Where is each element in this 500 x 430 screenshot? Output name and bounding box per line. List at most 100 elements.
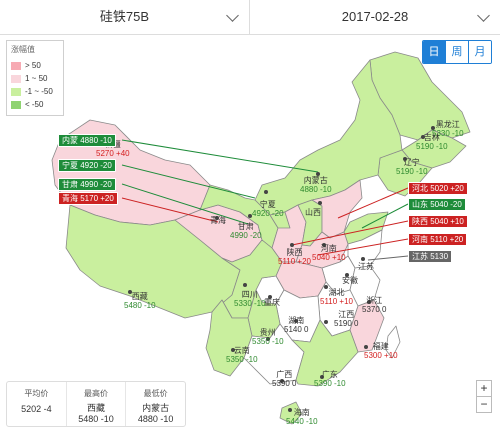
zoom-in-button[interactable]: +: [480, 381, 488, 395]
province-label: 河南 5040 +10: [312, 244, 346, 262]
province-label: 广东 5390 -10: [314, 370, 346, 388]
price-flag-jiangsu[interactable]: 江苏 5130: [408, 250, 453, 263]
tab-month[interactable]: 月: [468, 41, 491, 63]
province-label: 福建 5300 +10: [364, 342, 398, 360]
price-flag-hebei[interactable]: 河北 5020 +20: [408, 182, 468, 195]
stat-label: 最高价: [84, 389, 108, 398]
map-marker-xizang[interactable]: [128, 290, 132, 294]
zoom-controls: + −: [476, 380, 492, 413]
province-label: 甘肃 4990 -20: [230, 222, 262, 240]
price-flag-neimeng[interactable]: 内蒙 4880 -10: [58, 134, 116, 147]
stat-lowest: 最低价 内蒙古 4880 -10: [125, 382, 185, 426]
legend-label: -1 ~ -50: [25, 87, 53, 96]
map-marker-henan[interactable]: [322, 243, 326, 247]
map-marker-zhejiang[interactable]: [367, 300, 371, 304]
legend-label: 1 ~ 50: [25, 74, 48, 83]
price-flag-shandong[interactable]: 山东 5040 -20: [408, 198, 466, 211]
map-legend: 涨幅值 > 50 1 ~ 50 -1 ~ -50 < -50: [6, 40, 64, 116]
legend-label: < -50: [25, 100, 44, 109]
map-marker-chongqing[interactable]: [268, 295, 272, 299]
province-label: 黑龙江 5330 -10: [432, 120, 464, 138]
stat-value: 内蒙古 4880 -10: [137, 403, 174, 424]
product-select-value: 硅铁75B: [99, 9, 150, 24]
period-tabs: 日 周 月: [422, 40, 492, 64]
legend-item[interactable]: < -50: [11, 98, 59, 111]
map-marker-ningxia[interactable]: [264, 190, 268, 194]
province-guangdong: [291, 319, 359, 387]
province-label: 云南 5350 -10: [226, 346, 258, 364]
price-flag-shaanxi[interactable]: 陕西 5040 +10: [408, 215, 468, 228]
legend-item[interactable]: 1 ~ 50: [11, 72, 59, 85]
map-marker-jiangsu[interactable]: [361, 257, 365, 261]
province-label: 宁夏 4920 -20: [252, 200, 284, 218]
province-label: 湖北 5110 +10: [320, 288, 353, 306]
map-marker-neimenggu[interactable]: [316, 172, 320, 176]
province-label: 湖南 5140 0: [284, 316, 309, 334]
province-label: 重庆: [264, 298, 280, 307]
legend-item[interactable]: > 50: [11, 59, 59, 72]
map-marker-heilongjiang[interactable]: [431, 126, 435, 130]
map-marker-hainan[interactable]: [288, 408, 292, 412]
date-select[interactable]: 2017-02-28: [250, 0, 500, 34]
map-marker-shanxi[interactable]: [318, 201, 322, 205]
map-marker-jilin[interactable]: [421, 135, 425, 139]
map-marker-yunnan[interactable]: [231, 348, 235, 352]
date-select-value: 2017-02-28: [341, 9, 409, 24]
province-label: 江苏: [358, 262, 374, 271]
map-marker-guangxi[interactable]: [280, 379, 284, 383]
zoom-out-button[interactable]: −: [477, 396, 491, 412]
province-label: 辽宁 5190 -10: [396, 158, 428, 176]
map-marker-hubei[interactable]: [324, 285, 328, 289]
province-hainan: [279, 401, 303, 425]
province-label: 江西 5190 0: [334, 310, 359, 328]
price-flag-ningxia[interactable]: 宁夏 4920 -20: [58, 159, 116, 172]
province-label: 山西: [305, 208, 321, 217]
top-bar: 硅铁75B 2017-02-28: [0, 0, 500, 35]
map-marker-hunan[interactable]: [294, 319, 298, 323]
product-select[interactable]: 硅铁75B: [0, 0, 250, 34]
province-label: 青海: [210, 216, 226, 225]
province-label: 安徽: [342, 276, 358, 285]
stat-label: 平均价: [24, 389, 49, 398]
map-marker-fujian[interactable]: [364, 345, 368, 349]
map-marker-jiangxi[interactable]: [324, 320, 328, 324]
province-taiwan: [385, 325, 401, 359]
china-price-map: [0, 35, 500, 430]
stat-value: 西藏 5480 -10: [78, 403, 114, 424]
stat-average: 平均价 5202 -4: [7, 382, 66, 426]
province-hebei: [311, 179, 363, 239]
province-label: 广西 5390 0: [272, 370, 297, 388]
price-flag-qinghai[interactable]: 青海 5170 +20: [58, 192, 118, 205]
map-marker-guangdong[interactable]: [320, 375, 324, 379]
legend-swatch: [11, 61, 21, 70]
legend-swatch: [11, 100, 21, 109]
price-stats-panel: 平均价 5202 -4 最高价 西藏 5480 -10 最低价 内蒙古 4880…: [6, 381, 186, 427]
province-label: 四川 5330 -10: [234, 290, 266, 308]
legend-label: > 50: [25, 61, 41, 70]
map-marker-anhui[interactable]: [345, 273, 349, 277]
tab-week[interactable]: 周: [445, 41, 468, 63]
stat-highest: 最高价 西藏 5480 -10: [65, 382, 126, 426]
map-marker-liaoning[interactable]: [403, 157, 407, 161]
map-marker-qinghai[interactable]: [215, 216, 219, 220]
legend-swatch: [11, 87, 21, 96]
tab-day[interactable]: 日: [423, 41, 445, 63]
stat-label: 最低价: [143, 389, 168, 398]
legend-title: 涨幅值: [11, 45, 35, 54]
price-flag-gansu[interactable]: 甘肃 4990 -20: [58, 178, 116, 191]
price-flag-henan[interactable]: 河南 5110 +20: [408, 233, 468, 246]
chevron-down-icon: [477, 9, 490, 22]
map-shapes: [51, 51, 471, 425]
province-label: 陕西 5110 +20: [278, 248, 311, 266]
province-label: 吉林 5190 -10: [416, 133, 448, 151]
legend-item[interactable]: -1 ~ -50: [11, 85, 59, 98]
map-marker-guizhou[interactable]: [266, 337, 270, 341]
province-label: 内蒙古 4880 -10: [300, 176, 332, 194]
map-marker-shaanxi[interactable]: [290, 243, 294, 247]
province-label: 贵州 5350 -10: [252, 328, 284, 346]
map-marker-sichuan[interactable]: [243, 283, 247, 287]
province-label: 浙江 5370 0: [362, 296, 387, 314]
province-label: 西藏 5480 -10: [124, 292, 156, 310]
chevron-down-icon: [226, 9, 239, 22]
map-marker-gansu[interactable]: [248, 214, 252, 218]
